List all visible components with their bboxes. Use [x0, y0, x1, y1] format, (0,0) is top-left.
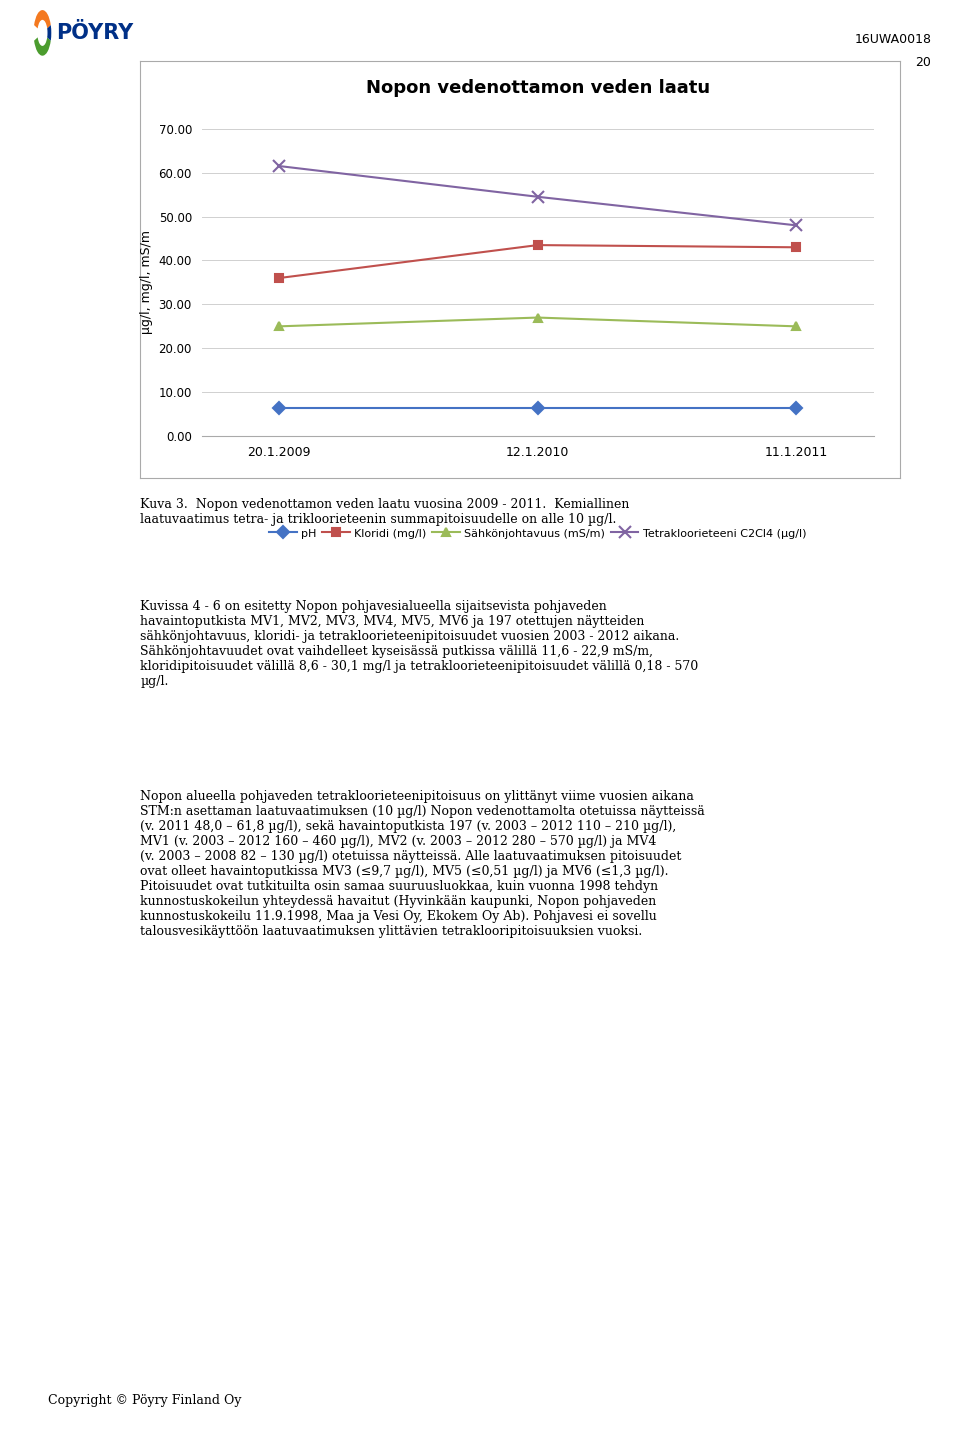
Text: Copyright © Pöyry Finland Oy: Copyright © Pöyry Finland Oy: [48, 1394, 242, 1407]
Sähkönjohtavuus (mS/m): [532, 309, 543, 326]
Line: Tetrakloorieteeni C2Cl4 (µg/l): Tetrakloorieteeni C2Cl4 (µg/l): [274, 160, 802, 230]
pH: [790, 399, 802, 416]
Wedge shape: [35, 10, 51, 29]
Legend: pH, Kloridi (mg/l), Sähkönjohtavuus (mS/m), Tetrakloorieteeni C2Cl4 (µg/l): pH, Kloridi (mg/l), Sähkönjohtavuus (mS/…: [269, 528, 806, 539]
Tetrakloorieteeni C2Cl4 (µg/l): [274, 157, 285, 174]
Text: PÖYRY: PÖYRY: [56, 23, 133, 43]
Kloridi (mg/l): [274, 269, 285, 286]
Wedge shape: [35, 37, 51, 56]
Text: Kuvissa 4 - 6 on esitetty Nopon pohjavesialueella sijaitsevista pohjaveden
havai: Kuvissa 4 - 6 on esitetty Nopon pohjaves…: [140, 601, 699, 688]
Tetrakloorieteeni C2Cl4 (µg/l): [532, 189, 543, 206]
Text: 16UWA0018: 16UWA0018: [854, 33, 931, 46]
Y-axis label: µg/l, mg/l, mS/m: µg/l, mg/l, mS/m: [140, 230, 153, 335]
Sähkönjohtavuus (mS/m): [790, 317, 802, 335]
Tetrakloorieteeni C2Cl4 (µg/l): [790, 217, 802, 235]
Line: pH: pH: [275, 403, 801, 412]
Line: Kloridi (mg/l): Kloridi (mg/l): [275, 240, 801, 282]
Text: Kuva 3.  Nopon vedenottamon veden laatu vuosina 2009 - 2011.  Kemiallinen
laatuv: Kuva 3. Nopon vedenottamon veden laatu v…: [140, 498, 630, 526]
Text: Nopon alueella pohjaveden tetrakloorieteenipitoisuus on ylittänyt viime vuosien : Nopon alueella pohjaveden tetraklooriete…: [140, 789, 705, 938]
Wedge shape: [47, 26, 51, 40]
Sähkönjohtavuus (mS/m): [274, 317, 285, 335]
pH: [532, 399, 543, 416]
Text: 20: 20: [915, 56, 931, 69]
Line: Sähkönjohtavuus (mS/m): Sähkönjohtavuus (mS/m): [275, 313, 801, 330]
Kloridi (mg/l): [790, 239, 802, 256]
pH: [274, 399, 285, 416]
Kloridi (mg/l): [532, 236, 543, 253]
Text: Nopon vedenottamon veden laatu: Nopon vedenottamon veden laatu: [366, 79, 709, 97]
